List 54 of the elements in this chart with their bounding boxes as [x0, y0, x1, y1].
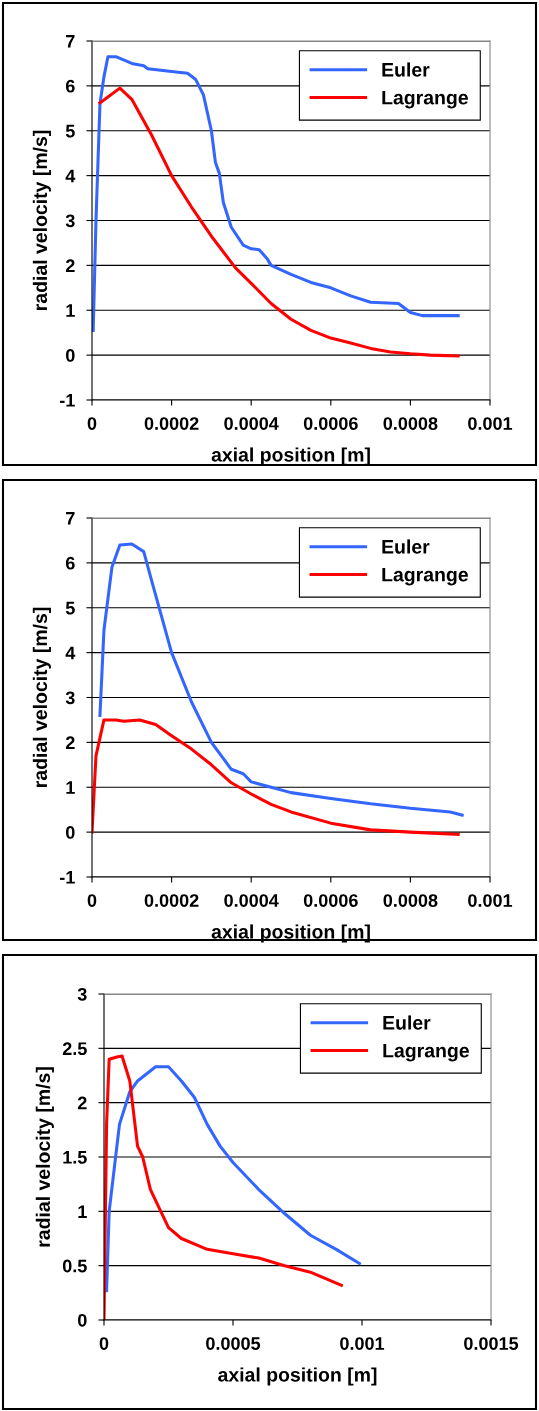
y-tick-label: 1: [78, 1205, 87, 1218]
line-series: [92, 718, 460, 836]
y-tick-label: 3: [77, 987, 87, 1001]
x-tick-label: 0.001: [340, 1337, 385, 1350]
y-tick-label: 2.5: [62, 1042, 87, 1056]
y-tick-label: 2: [77, 1096, 87, 1110]
legend-label: Lagrange: [382, 90, 468, 109]
x-tick-label: 0.001: [468, 894, 513, 907]
x-axis-title: axial position [m]: [218, 1367, 377, 1386]
y-tick-label: 2: [65, 736, 75, 749]
x-tick-label: 0: [87, 417, 97, 430]
x-tick-label: 0.0015: [464, 1337, 519, 1350]
y-axis-title: radial velocity [m/s]: [32, 607, 51, 787]
x-tick-label: 0.0002: [144, 417, 199, 430]
x-tick-label: 0: [87, 894, 97, 907]
y-tick-label: -1: [59, 871, 75, 884]
y-axis-title: radial velocity [m/s]: [32, 130, 51, 310]
legend-label: Euler: [383, 1015, 431, 1030]
line-series: [105, 1065, 361, 1293]
legend-label: Lagrange: [382, 567, 468, 586]
y-tick-label: 6: [65, 556, 75, 570]
x-tick-label: 0.0008: [383, 894, 438, 907]
y-tick-label: 6: [65, 79, 75, 93]
y-tick-label: 3: [65, 214, 75, 228]
y-tick-label: 0: [66, 349, 75, 362]
y-tick-label: 1: [66, 304, 75, 317]
x-tick-label: 0.0004: [224, 417, 279, 430]
y-tick-label: -1: [59, 394, 75, 407]
x-tick-label: 0.0006: [303, 894, 358, 907]
x-tick-label: 0.0005: [206, 1337, 261, 1350]
y-tick-label: 7: [66, 512, 75, 525]
y-tick-label: 5: [65, 601, 75, 615]
y-tick-label: 4: [65, 169, 76, 183]
x-tick-label: 0.001: [468, 417, 513, 430]
x-tick-label: 0.0008: [383, 417, 438, 430]
y-tick-label: 1: [66, 781, 75, 794]
y-axis-title: radial velocity [m/s]: [35, 1067, 54, 1247]
x-tick-label: 0.0006: [303, 417, 358, 430]
y-tick-label: 4: [65, 646, 76, 660]
y-tick-label: 3: [65, 691, 75, 705]
line-series: [104, 1054, 343, 1320]
x-tick-label: 0: [99, 1337, 109, 1350]
y-tick-label: 0.5: [62, 1259, 87, 1273]
y-tick-label: 2: [65, 259, 75, 272]
y-tick-label: 0: [78, 1313, 87, 1327]
y-tick-label: 7: [66, 35, 75, 48]
y-tick-label: 0: [66, 826, 75, 839]
legend-label: Euler: [382, 539, 430, 554]
x-tick-label: 0.0002: [144, 894, 199, 907]
x-tick-label: 0.0004: [224, 894, 279, 907]
legend-label: Euler: [382, 62, 430, 77]
y-tick-label: 5: [65, 124, 75, 138]
y-tick-label: 1.5: [63, 1151, 87, 1164]
legend-label: Lagrange: [383, 1043, 469, 1062]
